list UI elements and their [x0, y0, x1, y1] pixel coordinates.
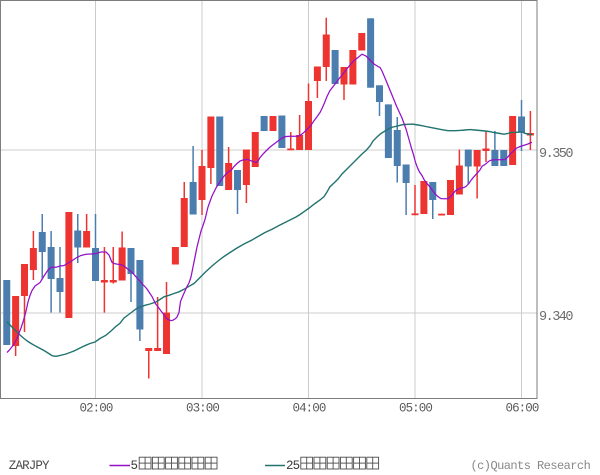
svg-text:9.350: 9.350 — [539, 147, 573, 162]
svg-text:25: 25 — [286, 459, 300, 473]
svg-text:9.340: 9.340 — [539, 310, 573, 325]
svg-text:05:00: 05:00 — [399, 402, 432, 416]
svg-text:06:00: 06:00 — [505, 402, 538, 416]
svg-text:04:00: 04:00 — [292, 402, 325, 416]
svg-text:5: 5 — [131, 459, 138, 473]
svg-text:(c)Quants Research: (c)Quants Research — [471, 459, 591, 473]
svg-text:ZARJPY: ZARJPY — [9, 459, 50, 473]
svg-text:03:00: 03:00 — [186, 402, 219, 416]
svg-text:02:00: 02:00 — [79, 402, 112, 416]
